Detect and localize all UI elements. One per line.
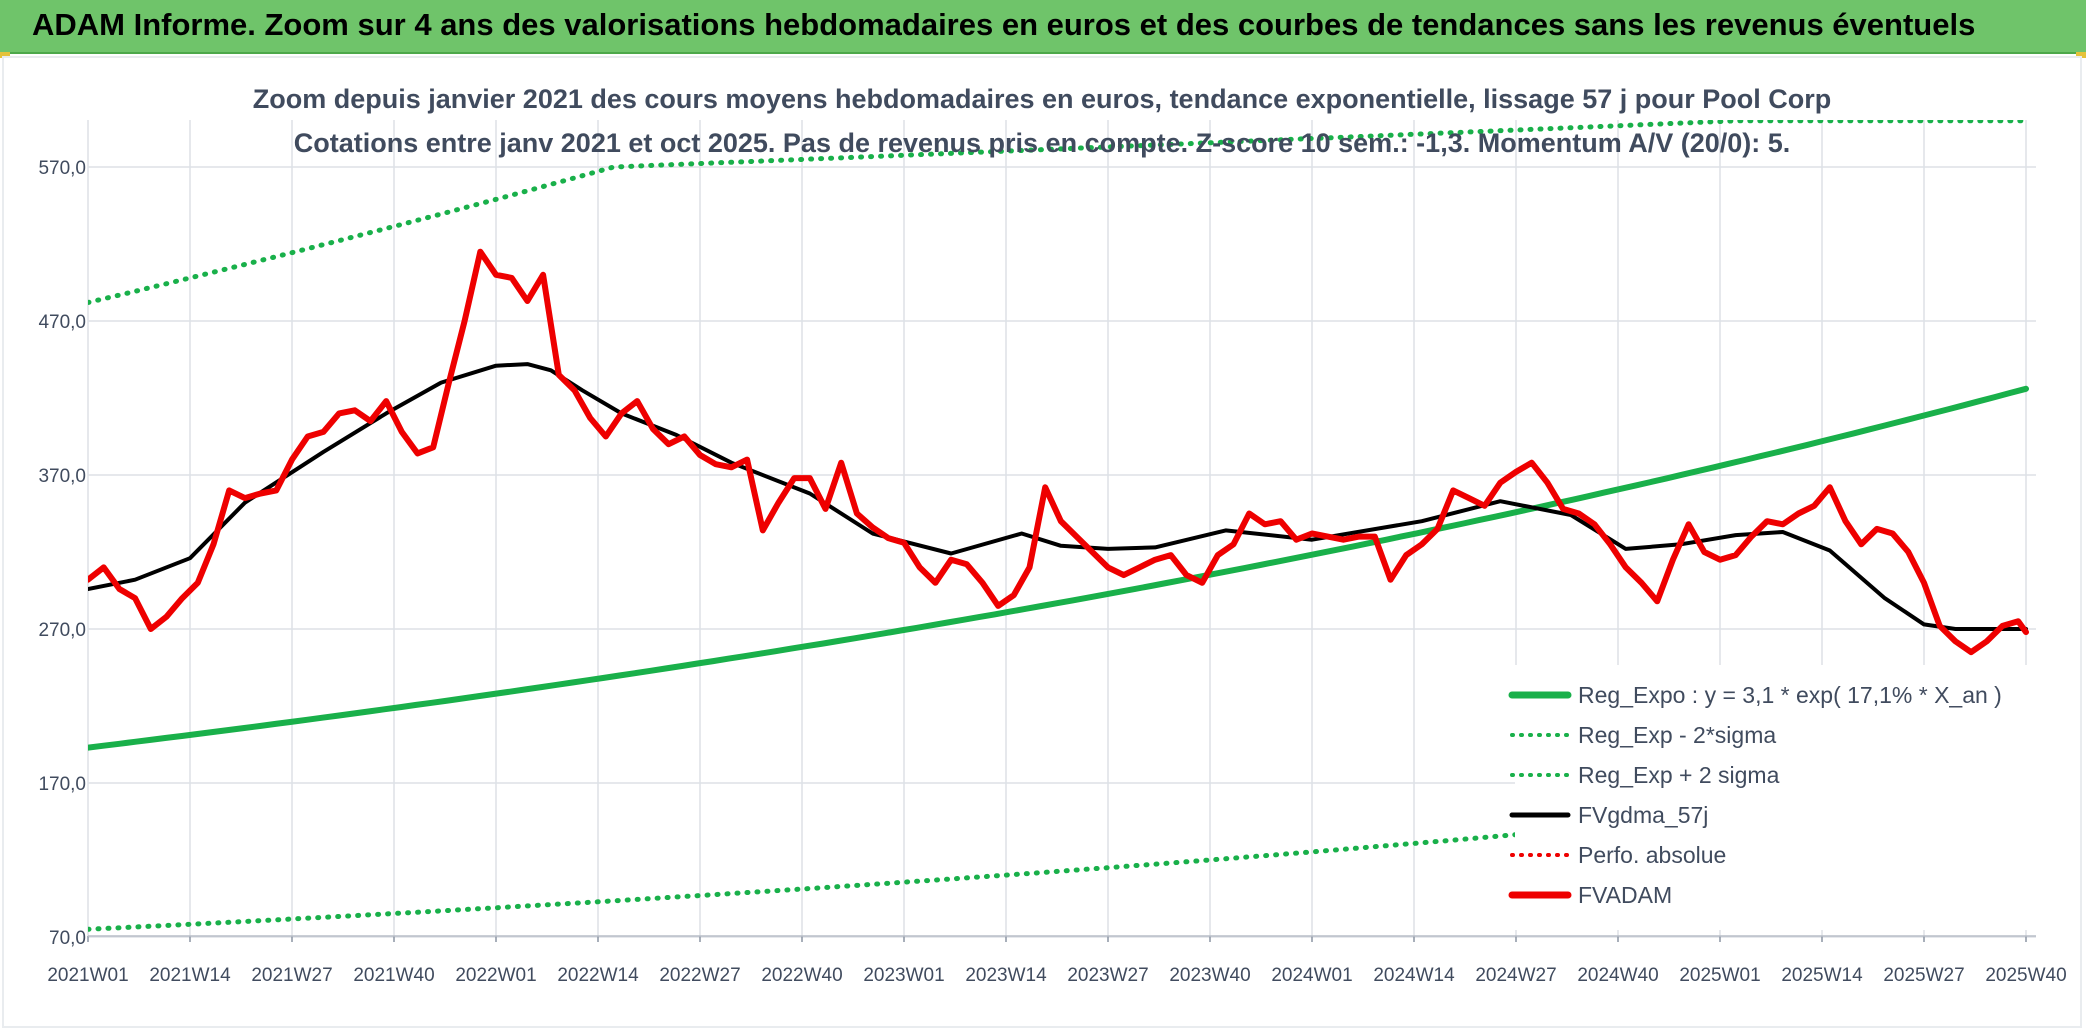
x-tick-label: 2021W40 (353, 965, 434, 986)
x-tick-label: 2025W40 (1985, 965, 2066, 986)
chart-title-line-2: Cotations entre janv 2021 et oct 2025. P… (294, 128, 1791, 158)
grid-lines (87, 120, 2036, 942)
x-tick-label: 2021W01 (47, 965, 128, 986)
x-tick-label: 2023W01 (863, 965, 944, 986)
x-tick-label: 2022W27 (659, 965, 740, 986)
legend-label-fvgdma: FVgdma_57j (1578, 802, 1708, 828)
x-tick-label: 2022W40 (761, 965, 842, 986)
x-tick-label: 2025W27 (1883, 965, 1964, 986)
report-header: ADAM Informe. Zoom sur 4 ans des valoris… (0, 0, 2086, 54)
corner-marker-right (2076, 52, 2086, 58)
legend-label-reg_lower: Reg_Exp - 2*sigma (1578, 722, 1776, 748)
chart-title-line-1: Zoom depuis janvier 2021 des cours moyen… (253, 84, 1831, 114)
x-tick-label: 2024W01 (1271, 965, 1352, 986)
y-tick-label: 270,0 (38, 620, 86, 641)
chart-frame (2, 56, 2082, 1028)
x-tick-label: 2021W14 (149, 965, 231, 986)
legend-label-perfo: Perfo. absolue (1578, 842, 1726, 868)
x-tick-label: 2025W14 (1781, 965, 1863, 986)
x-tick-label: 2023W40 (1169, 965, 1250, 986)
legend-label-fvadam: FVADAM (1578, 882, 1672, 908)
y-tick-label: 570,0 (38, 158, 86, 179)
corner-marker-left (0, 52, 10, 58)
legend-label-reg_expo: Reg_Expo : y = 3,1 * exp( 17,1% * X_an ) (1578, 682, 2002, 708)
axis-ticks: 570,0 470,0 370,0 270,0 170,0 70,0 2021W01 2021… (38, 158, 2066, 986)
series-fvgdma (88, 362, 2028, 631)
y-tick-label: 470,0 (38, 312, 86, 333)
x-tick-label: 2024W40 (1577, 965, 1658, 986)
series-layer (88, 120, 2029, 932)
x-tick-label: 2025W01 (1679, 965, 1760, 986)
series-fvadam (88, 248, 2029, 656)
y-tick-label: 170,0 (38, 774, 86, 795)
report-title: ADAM Informe. Zoom sur 4 ans des valoris… (32, 7, 1976, 42)
x-tick-label: 2021W27 (251, 965, 332, 986)
x-tick-label: 2022W14 (557, 965, 639, 986)
y-tick-label: 70,0 (49, 928, 86, 949)
y-tick-label: 370,0 (38, 466, 86, 487)
x-tick-label: 2024W27 (1475, 965, 1556, 986)
x-tick-label: 2023W27 (1067, 965, 1148, 986)
x-tick-label: 2024W14 (1373, 965, 1455, 986)
legend: Reg_Expo : y = 3,1 * exp( 17,1% * X_an )… (1508, 682, 2002, 908)
series-reg-upper (88, 120, 2029, 305)
x-tick-label: 2022W01 (455, 965, 536, 986)
x-tick-label: 2023W14 (965, 965, 1047, 986)
legend-background (1515, 665, 2045, 930)
legend-label-reg_upper: Reg_Exp + 2 sigma (1578, 762, 1780, 788)
series-reg-expo (88, 385, 2029, 751)
